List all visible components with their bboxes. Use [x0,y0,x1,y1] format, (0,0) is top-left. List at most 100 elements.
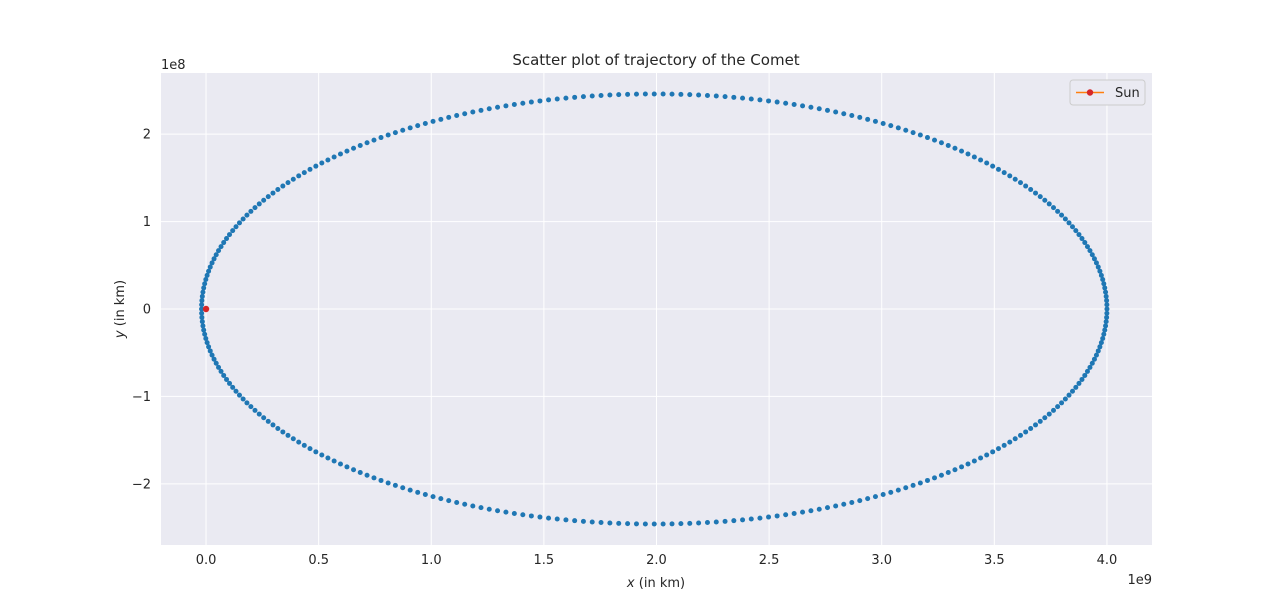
orbit-point [486,106,492,112]
orbit-point [344,148,350,154]
orbit-point [1033,190,1039,196]
orbit-point [422,120,428,126]
orbit-point [261,415,267,421]
orbit-point [1101,281,1107,287]
orbit-point [537,514,543,520]
orbit-point [865,496,871,502]
orbit-point [748,516,754,522]
orbit-point [554,516,560,522]
orbit-point [938,140,944,146]
orbit-point [580,518,586,524]
orbit-point [400,485,406,491]
orbit-point [206,344,212,350]
orbit-point [211,256,217,262]
orbit-point [1028,425,1034,431]
x-tick-label: 2.5 [759,553,780,568]
orbit-point [607,520,613,526]
orbit-point [248,208,254,214]
orbit-point [1103,289,1109,295]
orbit-point [1023,429,1029,435]
orbit-point [625,91,631,97]
orbit-point [783,100,789,106]
orbit-point [1084,244,1090,250]
orbit-point [1098,272,1104,278]
orbit-point [1069,388,1075,394]
orbit-point [816,106,822,112]
orbit-point [430,494,436,500]
orbit-point [888,123,894,129]
orbit-point [841,501,847,507]
orbit-point [454,499,460,505]
y-tick-label: 1 [143,215,151,230]
orbit-point [740,517,746,523]
orbit-point [1097,344,1103,350]
orbit-point [313,163,319,169]
orbit-point [270,190,276,196]
x-tick-label: 4.0 [1097,553,1118,568]
orbit-point [275,187,281,193]
orbit-point [236,220,242,226]
orbit-point [325,157,331,163]
orbit-point [1079,376,1085,382]
orbit-point [572,518,578,524]
orbit-point [959,148,965,154]
orbit-point [757,515,763,521]
orbit-point [783,512,789,518]
orbit-point [280,429,286,435]
orbit-point [454,113,460,119]
orbit-point [945,470,951,476]
orbit-point [607,92,613,98]
orbit-point [1104,310,1110,316]
orbit-point [357,142,363,148]
orbit-point [704,92,710,98]
orbit-point [265,194,271,200]
orbit-point [216,364,222,370]
orbit-point [1007,173,1013,179]
orbit-point [216,248,222,254]
orbit-point [995,446,1001,452]
y-offset-label: 1e8 [161,58,186,73]
orbit-point [1037,418,1043,424]
orbit-point [731,94,737,100]
orbit-point [240,396,246,402]
orbit-point [1069,224,1075,230]
x-tick-label: 1.5 [534,553,555,568]
orbit-point [209,260,215,266]
orbit-point [275,425,281,431]
orbit-point [1076,380,1082,386]
orbit-point [351,467,357,473]
orbit-point [325,455,331,461]
orbit-point [833,109,839,115]
orbit-point [227,232,233,238]
orbit-point [888,489,894,495]
orbit-point [1103,323,1109,329]
orbit-point [945,142,951,148]
orbit-point [1076,232,1082,238]
orbit-point [687,520,693,526]
orbit-point [1046,201,1052,207]
orbit-point [965,151,971,157]
orbit-point [462,111,468,117]
orbit-point [952,467,958,473]
orbit-point [344,464,350,470]
orbit-point [1082,240,1088,246]
orbit-point [199,293,205,299]
orbit-point [400,127,406,133]
orbit-point [385,480,391,486]
orbit-point [731,518,737,524]
y-tick-label: −1 [132,390,151,405]
orbit-point [546,97,552,103]
orbit-point [800,103,806,109]
orbit-point [422,492,428,498]
orbit-point [1055,208,1061,214]
x-tick-label: 0.5 [308,553,329,568]
orbit-point [265,418,271,424]
orbit-point [1089,252,1095,258]
orbit-point [1059,212,1065,218]
orbit-point [446,498,452,504]
orbit-point [1100,277,1106,283]
orbit-point [1084,368,1090,374]
orbit-point [932,475,938,481]
orbit-point [256,411,262,417]
orbit-point [841,111,847,117]
